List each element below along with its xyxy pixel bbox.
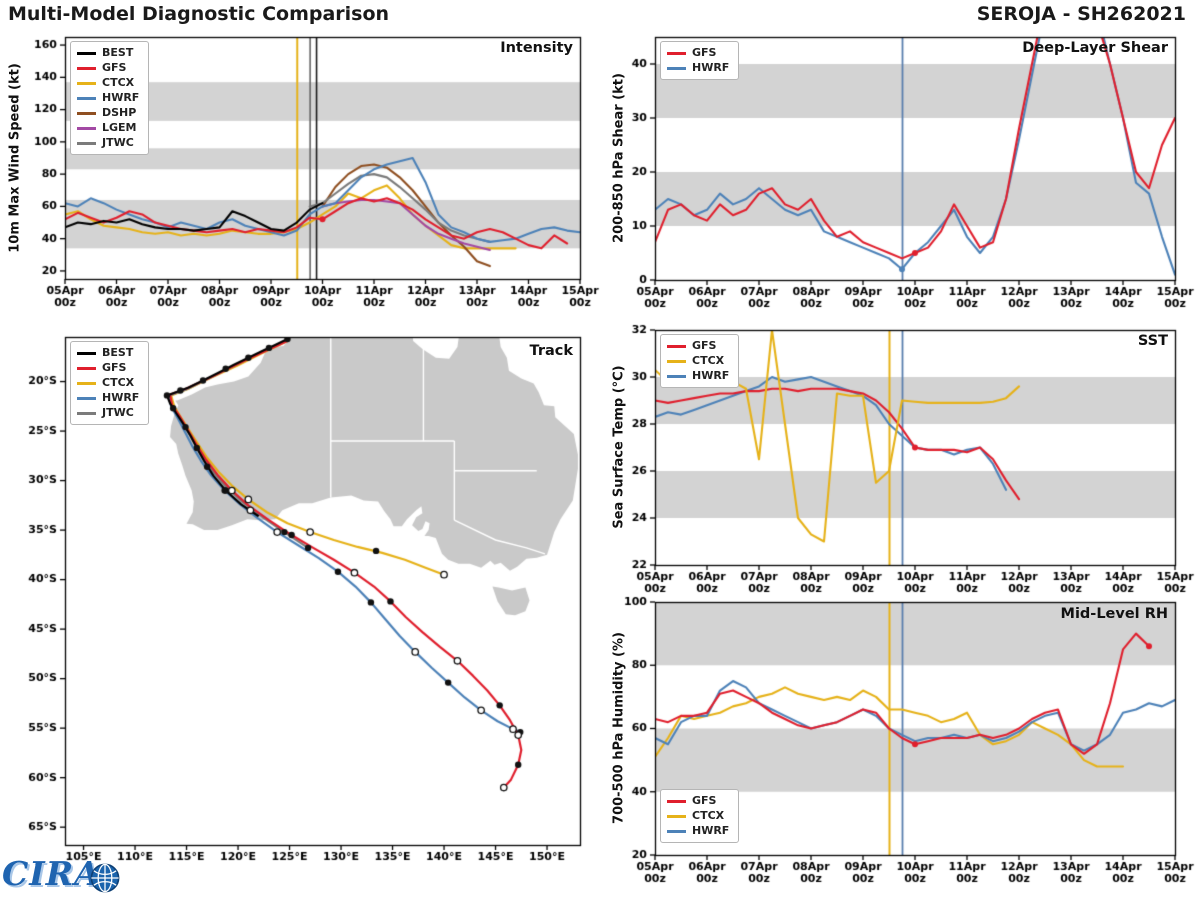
track-legend: BEST GFS CTCX HWRF JTWC <box>70 341 150 425</box>
legend-label: GFS <box>102 361 127 374</box>
legend-item: DSHP <box>77 106 139 120</box>
legend-item: CTCX <box>667 809 729 823</box>
legend-item: JTWC <box>77 136 139 150</box>
storm-id: SEROJA - SH262021 <box>976 3 1186 25</box>
legend-label: HWRF <box>692 824 730 837</box>
legend-label: GFS <box>692 339 717 352</box>
cira-logo-text: CIRA <box>2 854 101 893</box>
sst-panel-title: SST <box>1137 333 1168 349</box>
legend-swatch-gfs <box>77 66 96 70</box>
legend-swatch-ctcx <box>77 81 96 85</box>
legend-label: HWRF <box>692 61 730 74</box>
track-panel-title: Track <box>529 343 573 359</box>
legend-label: BEST <box>102 46 134 59</box>
legend-swatch-ctcx <box>667 359 686 363</box>
intensity-panel-title: Intensity <box>500 40 573 56</box>
legend-item: GFS <box>667 339 729 353</box>
legend-swatch-gfs <box>667 51 686 55</box>
legend-item: HWRF <box>667 61 729 75</box>
legend-item: GFS <box>77 361 139 375</box>
legend-swatch-hwrf <box>77 96 96 100</box>
legend-swatch-ctcx <box>667 814 686 818</box>
legend-item: GFS <box>667 794 729 808</box>
rh-ylabel: 700-500 hPa Humidity (%) <box>611 632 627 824</box>
legend-swatch-jtwc <box>77 141 96 145</box>
legend-item: HWRF <box>667 824 729 838</box>
legend-label: GFS <box>102 61 127 74</box>
legend-label: HWRF <box>102 91 140 104</box>
rh-panel-title: Mid-Level RH <box>1060 606 1168 622</box>
legend-swatch-best <box>77 51 96 55</box>
legend-item: CTCX <box>77 376 139 390</box>
legend-item: GFS <box>77 61 139 75</box>
legend-swatch-hwrf <box>77 396 96 400</box>
legend-item: CTCX <box>77 76 139 90</box>
rh-legend: GFS CTCX HWRF <box>660 789 740 843</box>
legend-item: HWRF <box>77 91 139 105</box>
legend-item: LGEM <box>77 121 139 135</box>
legend-swatch-best <box>77 351 96 355</box>
legend-swatch-gfs <box>667 344 686 348</box>
page-title: Multi-Model Diagnostic Comparison <box>8 3 390 25</box>
legend-item: GFS <box>667 46 729 60</box>
legend-label: GFS <box>692 794 717 807</box>
globe-icon <box>90 863 120 893</box>
legend-label: CTCX <box>692 809 725 822</box>
legend-swatch-gfs <box>77 366 96 370</box>
legend-swatch-lgem <box>77 126 96 130</box>
legend-item: JTWC <box>77 406 139 420</box>
legend-label: JTWC <box>102 406 134 419</box>
legend-item: BEST <box>77 346 139 360</box>
legend-label: LGEM <box>102 121 137 134</box>
legend-swatch-hwrf <box>667 829 686 833</box>
cira-logo: CIRA <box>2 854 121 894</box>
legend-label: BEST <box>102 346 134 359</box>
legend-swatch-ctcx <box>77 381 96 385</box>
legend-item: CTCX <box>667 354 729 368</box>
sst-ylabel: Sea Surface Temp (°C) <box>611 365 627 529</box>
legend-label: DSHP <box>102 106 137 119</box>
legend-swatch-gfs <box>667 799 686 803</box>
legend-item: HWRF <box>77 391 139 405</box>
legend-swatch-hwrf <box>667 66 686 70</box>
intensity-ylabel: 10m Max Wind Speed (kt) <box>7 63 23 253</box>
shear-ylabel: 200-850 hPa Shear (kt) <box>611 73 627 243</box>
legend-item: BEST <box>77 46 139 60</box>
legend-label: HWRF <box>102 391 140 404</box>
intensity-legend: BEST GFS CTCX HWRF DSHP LGEM JTWC <box>70 41 150 155</box>
legend-label: CTCX <box>102 76 135 89</box>
legend-item: HWRF <box>667 369 729 383</box>
legend-swatch-jtwc <box>77 411 96 415</box>
legend-swatch-hwrf <box>667 374 686 378</box>
sst-legend: GFS CTCX HWRF <box>660 334 740 388</box>
legend-label: JTWC <box>102 136 134 149</box>
legend-label: GFS <box>692 46 717 59</box>
shear-legend: GFS HWRF <box>660 41 740 80</box>
legend-label: CTCX <box>692 354 725 367</box>
legend-swatch-dshp <box>77 111 96 115</box>
shear-panel-title: Deep-Layer Shear <box>1022 40 1168 56</box>
legend-label: CTCX <box>102 376 135 389</box>
legend-label: HWRF <box>692 369 730 382</box>
